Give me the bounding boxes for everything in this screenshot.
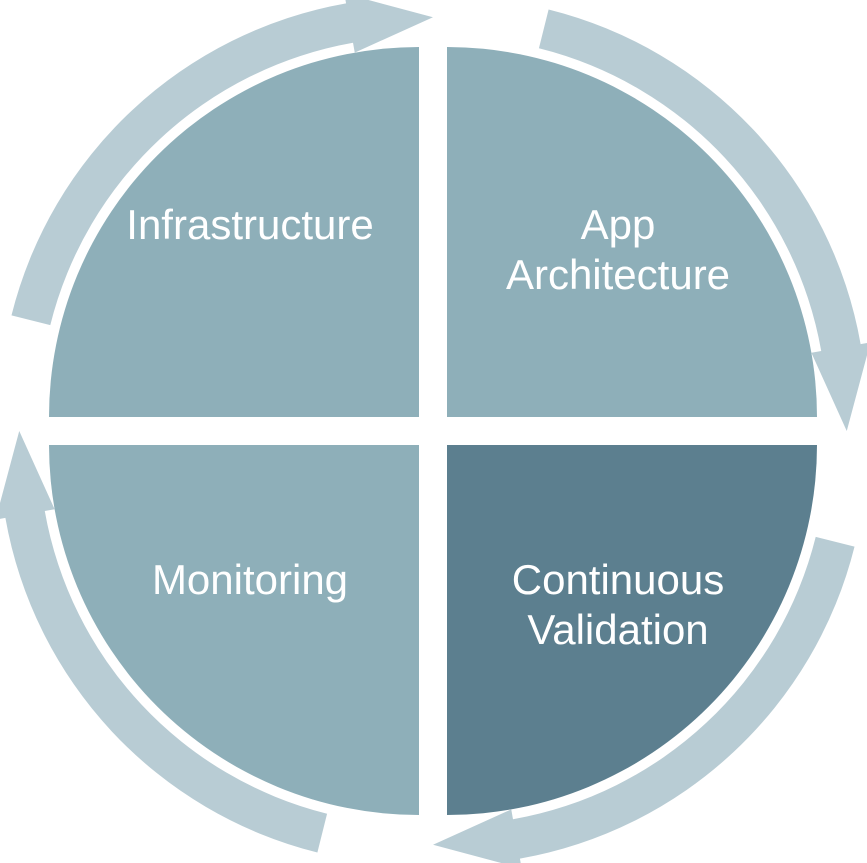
- quadrant-infrastructure: [49, 47, 419, 417]
- quadrant-app-architecture: [447, 47, 817, 417]
- quadrant-continuous-validation: [447, 445, 817, 815]
- cycle-diagram: InfrastructureApp ArchitectureContinuous…: [0, 0, 867, 863]
- cycle-svg: [0, 0, 867, 863]
- quadrant-monitoring: [49, 445, 419, 815]
